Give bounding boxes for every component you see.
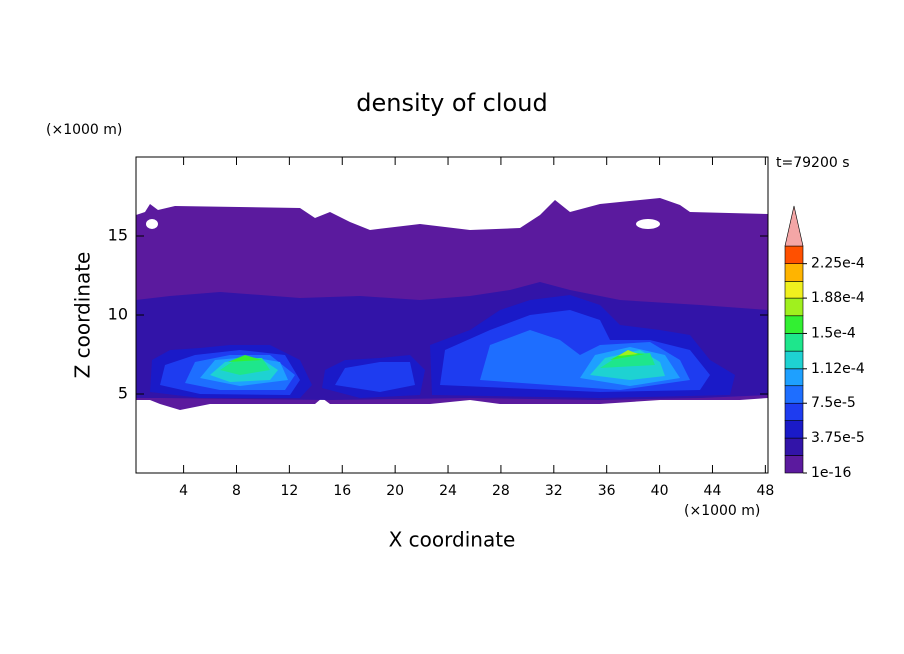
colorbar-tick-label: 1.88e-4 — [811, 290, 865, 306]
x-tick-label: 24 — [439, 483, 457, 499]
gap — [146, 219, 158, 229]
colorbar-band — [784, 297, 804, 317]
x-unit: (×1000 m) — [684, 503, 760, 519]
colorbar-band — [784, 333, 804, 352]
x-tick-label: 44 — [704, 483, 722, 499]
x-axis-label: X coordinate — [389, 528, 516, 552]
colorbar-band — [784, 420, 804, 439]
x-tick-label: 36 — [598, 483, 616, 499]
colorbar-tick-label: 1e-16 — [811, 465, 851, 481]
x-tick-label: 16 — [333, 483, 351, 499]
contour-region — [185, 330, 690, 390]
colorbar-band — [784, 437, 804, 456]
annotation: t=79200 s — [776, 155, 850, 171]
x-tick-label: 8 — [232, 483, 241, 499]
contour-region — [210, 350, 665, 382]
colorbar-tick-label: 1.5e-4 — [811, 325, 856, 341]
colorbar-band — [784, 402, 804, 421]
x-tick-label: 40 — [651, 483, 669, 499]
x-tick-label: 20 — [386, 483, 404, 499]
contour-region — [200, 347, 680, 386]
x-tick-label: 28 — [492, 483, 510, 499]
y-axis-label: Z coordinate — [71, 252, 95, 379]
gap — [636, 219, 660, 229]
contour-region — [618, 350, 638, 356]
y-unit: (×1000 m) — [46, 122, 122, 138]
chart-title: density of cloud — [356, 89, 547, 117]
colorbar-over — [784, 205, 804, 247]
colorbar-band — [784, 315, 804, 334]
colorbar-band — [784, 368, 804, 387]
colorbar-band — [784, 455, 804, 474]
colorbar-band — [784, 350, 804, 370]
colorbar-tick-label: 3.75e-5 — [811, 430, 865, 446]
x-tick-label: 32 — [545, 483, 563, 499]
colorbar-band — [784, 245, 804, 264]
colorbar-tick-label: 7.5e-5 — [811, 395, 856, 411]
x-tick-label: 4 — [179, 483, 188, 499]
x-tick-label: 48 — [756, 483, 774, 499]
y-tick-label: 5 — [118, 384, 128, 403]
colorbar-band — [784, 263, 804, 282]
colorbar-band — [784, 281, 804, 299]
y-tick-label: 10 — [108, 305, 128, 324]
colorbar-band — [784, 385, 804, 404]
colorbar-tick-label: 1.12e-4 — [811, 361, 865, 377]
colorbar-tick-label: 2.25e-4 — [811, 256, 865, 272]
y-tick-label: 15 — [108, 226, 128, 245]
x-tick-label: 12 — [280, 483, 298, 499]
contour-field — [136, 198, 768, 410]
